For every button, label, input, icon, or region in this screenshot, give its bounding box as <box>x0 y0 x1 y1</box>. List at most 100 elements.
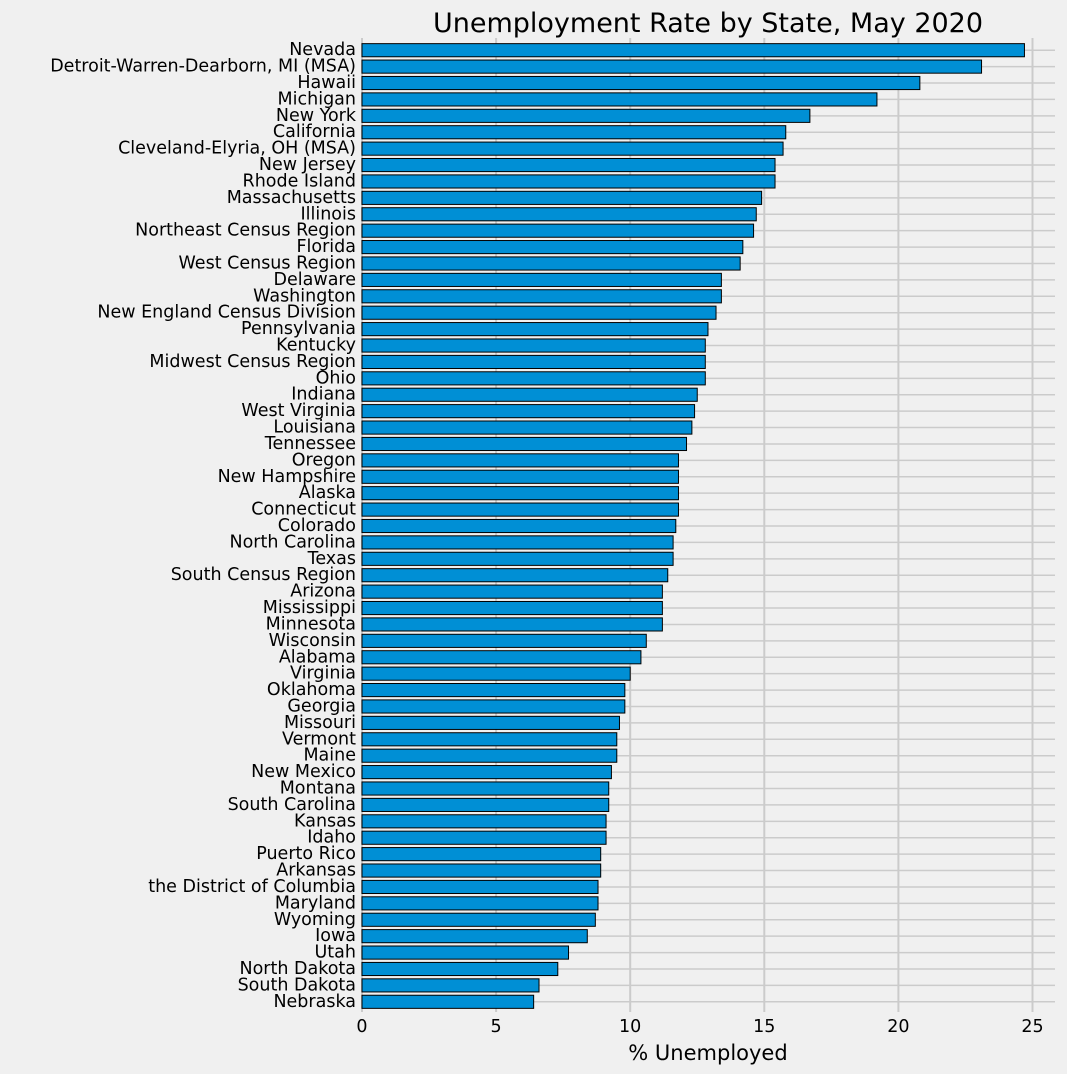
bar <box>361 666 631 681</box>
category-label: Hawaii <box>297 73 356 93</box>
category-label: Connecticut <box>251 500 356 520</box>
bar <box>361 584 663 599</box>
category-label: South Dakota <box>238 975 356 995</box>
category-label: Indiana <box>291 385 356 405</box>
bar <box>361 650 642 665</box>
bar <box>361 59 983 74</box>
bar <box>361 683 626 698</box>
category-label: the District of Columbia <box>148 877 356 897</box>
x-tick-labels: 0 5 10 15 20 25 <box>356 1017 1043 1037</box>
category-label: Nevada <box>289 40 356 60</box>
chart-title: Unemployment Rate by State, May 2020 <box>433 8 983 39</box>
bar <box>361 863 602 878</box>
bar <box>361 896 599 911</box>
bar <box>361 732 618 747</box>
bar <box>361 436 688 452</box>
category-label: Wyoming <box>274 910 356 930</box>
category-label: Alaska <box>299 483 356 503</box>
bar <box>361 945 570 960</box>
bar <box>361 387 698 402</box>
category-label: Kentucky <box>276 336 356 356</box>
bar <box>361 847 602 862</box>
category-label: West Virginia <box>241 401 356 421</box>
category-label: Idaho <box>307 828 356 848</box>
bar <box>361 223 755 238</box>
category-label: Alabama <box>279 647 356 667</box>
bar <box>361 748 618 763</box>
category-label: Iowa <box>315 926 356 946</box>
bar <box>361 781 610 796</box>
bar <box>361 305 717 320</box>
bar <box>361 715 620 730</box>
category-label: Minnesota <box>266 614 356 634</box>
bar <box>361 125 787 140</box>
category-label: Nebraska <box>273 992 356 1012</box>
bar <box>361 518 677 534</box>
category-label: Maryland <box>275 893 356 913</box>
category-label: South Carolina <box>228 795 356 815</box>
category-label: California <box>273 122 356 142</box>
category-label: Pennsylvania <box>241 319 356 339</box>
category-label: New York <box>276 106 357 126</box>
category-label: Midwest Census Region <box>149 352 356 372</box>
category-label: Maine <box>303 746 356 766</box>
category-label: West Census Region <box>179 253 356 273</box>
bar <box>361 765 612 780</box>
bar <box>361 92 878 107</box>
bar <box>361 371 706 386</box>
bar <box>361 354 706 369</box>
bar <box>361 453 679 468</box>
category-label: Oklahoma <box>267 680 356 700</box>
category-label: Kansas <box>294 811 356 831</box>
bar <box>361 994 535 1009</box>
bar <box>361 797 610 812</box>
category-label: North Dakota <box>239 959 356 979</box>
bar <box>361 256 741 271</box>
bar <box>361 961 559 977</box>
category-label: New Mexico <box>251 762 356 782</box>
bar <box>361 633 647 648</box>
category-label: Illinois <box>300 204 356 224</box>
bar <box>361 617 663 632</box>
bar <box>361 338 706 353</box>
bar <box>361 190 763 205</box>
bar <box>361 289 722 304</box>
bar <box>361 830 607 845</box>
bar <box>361 469 679 484</box>
category-label: Cleveland-Elyria, OH (MSA) <box>118 139 356 159</box>
bar <box>361 108 811 123</box>
x-tick-label: 0 <box>356 1017 367 1037</box>
category-label: New Jersey <box>259 155 356 175</box>
category-label: Oregon <box>292 450 356 470</box>
category-label: Colorado <box>278 516 356 536</box>
category-label: Delaware <box>274 270 356 290</box>
x-axis-title: % Unemployed <box>628 1041 787 1065</box>
bar <box>361 535 674 550</box>
bar <box>361 43 1025 58</box>
bar <box>361 502 679 517</box>
bar <box>361 486 679 501</box>
category-label: Montana <box>280 779 356 799</box>
x-tick-label: 10 <box>619 1017 641 1037</box>
category-label: New Hampshire <box>218 467 356 487</box>
category-label: Georgia <box>287 696 356 716</box>
bar <box>361 272 722 287</box>
category-label: Mississippi <box>263 598 356 618</box>
category-label: Northeast Census Region <box>135 221 356 241</box>
category-label: Detroit-Warren-Dearborn, MI (MSA) <box>50 57 356 77</box>
bar <box>361 978 540 993</box>
category-label: Missouri <box>284 713 356 733</box>
bar <box>361 75 921 91</box>
category-label: Puerto Rico <box>256 844 356 864</box>
category-label: Tennessee <box>264 434 356 454</box>
bar <box>361 404 696 419</box>
category-label: Vermont <box>282 729 356 749</box>
category-label: South Census Region <box>171 565 356 585</box>
category-label: Louisiana <box>273 418 356 438</box>
category-label: Washington <box>253 286 356 306</box>
category-label: Arkansas <box>276 861 356 881</box>
category-label: North Carolina <box>229 532 356 552</box>
category-label: Wisconsin <box>269 631 356 651</box>
bar <box>361 240 744 255</box>
